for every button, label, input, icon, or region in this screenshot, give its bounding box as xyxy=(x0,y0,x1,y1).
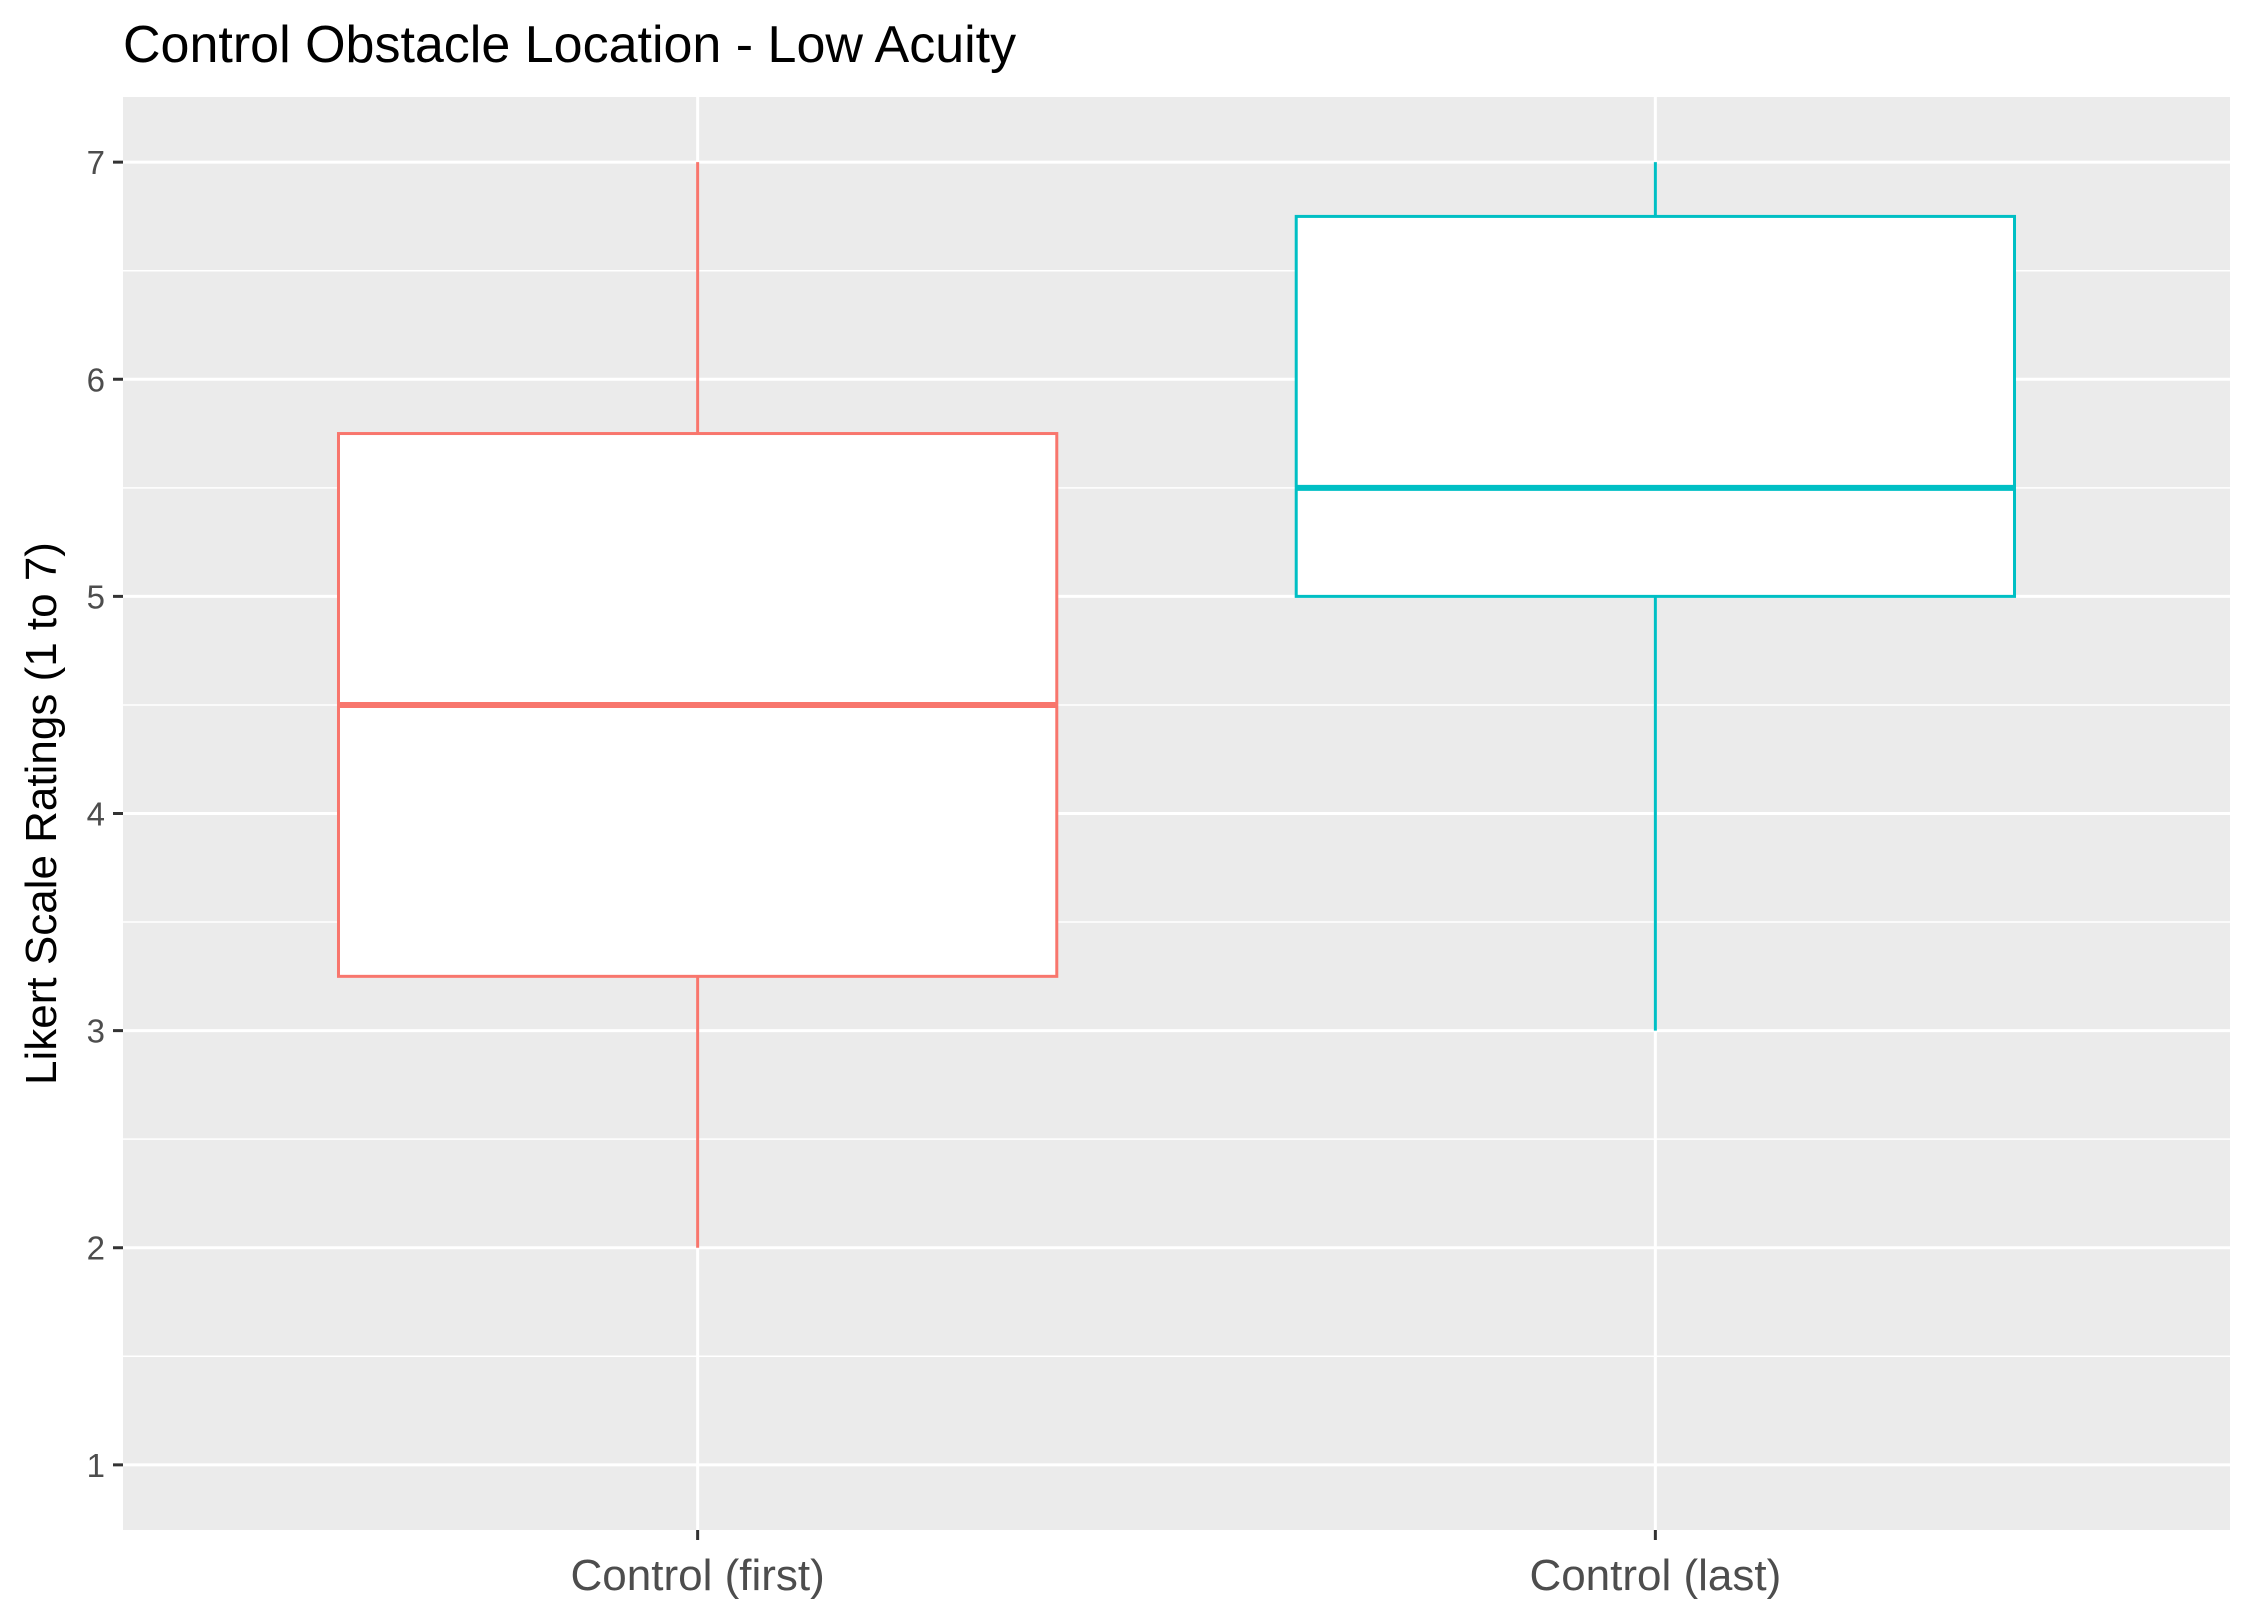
y-tick-label: 1 xyxy=(87,1447,105,1484)
box-2 xyxy=(1294,162,2017,1031)
y-tick-label: 7 xyxy=(87,144,105,181)
x-axis: Control (first) Control (last) xyxy=(571,1530,1781,1600)
boxes xyxy=(336,162,2017,1248)
y-tick-label: 4 xyxy=(87,796,105,833)
y-tick-label: 3 xyxy=(87,1013,105,1050)
y-tick-label: 5 xyxy=(87,578,105,615)
y-axis: 1 2 3 4 5 6 7 xyxy=(87,144,123,1484)
y-axis-label: Likert Scale Ratings (1 to 7) xyxy=(17,542,66,1085)
box-1 xyxy=(336,162,1059,1248)
iqr-box xyxy=(1294,214,2017,598)
x-tick-label: Control (last) xyxy=(1529,1551,1781,1600)
chart-title: Control Obstacle Location - Low Acuity xyxy=(123,16,1016,74)
y-tick-label: 6 xyxy=(87,361,105,398)
y-tick-label: 2 xyxy=(87,1230,105,1267)
x-tick-label: Control (first) xyxy=(571,1551,825,1600)
